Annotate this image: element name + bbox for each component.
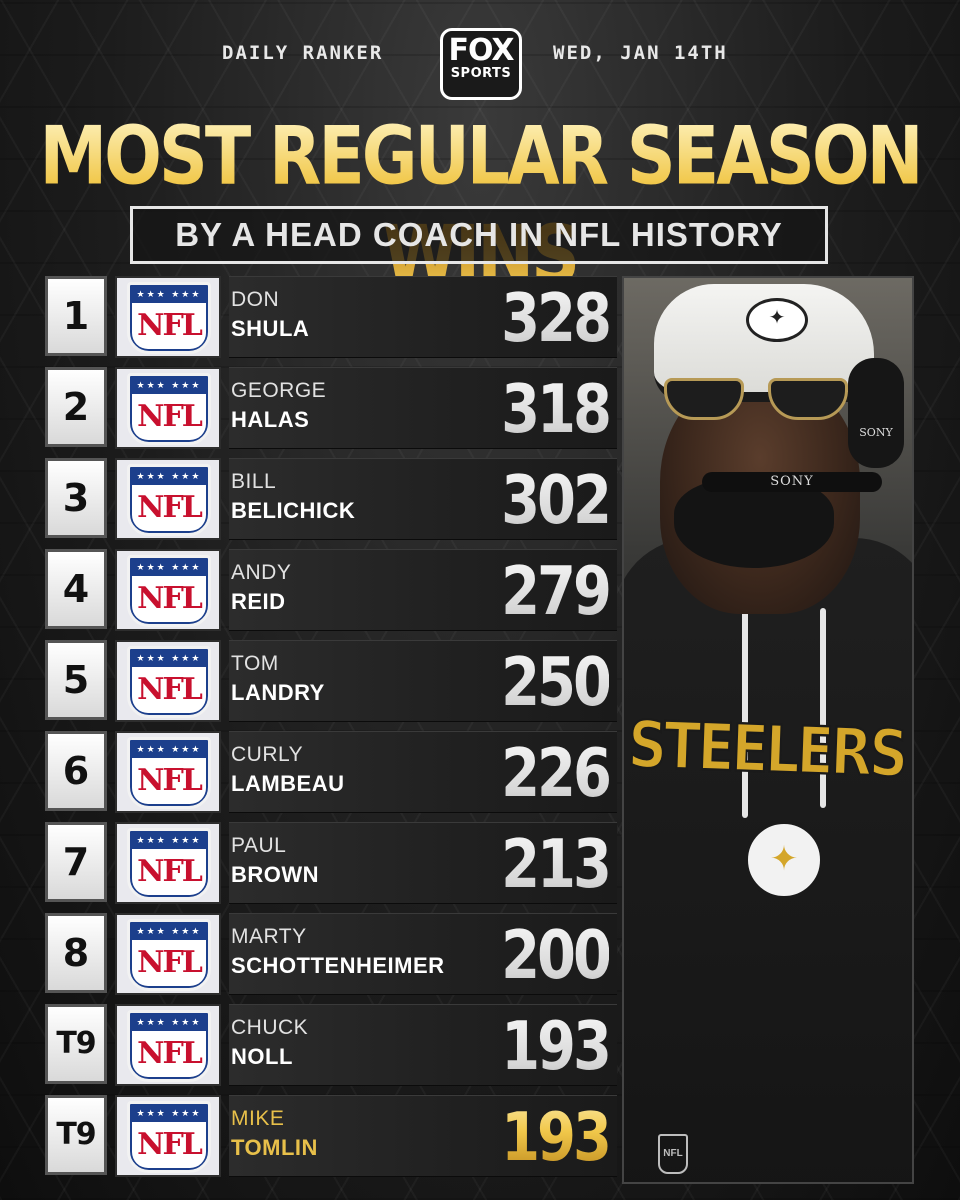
wins-count: 213 <box>501 814 612 912</box>
name-bar <box>229 458 617 540</box>
name-bar <box>229 731 617 813</box>
nfl-logo-icon: ★★★ ★★★ NFL <box>115 640 221 722</box>
coach-last-name: TOMLIN <box>231 1135 318 1160</box>
ranking-row: 2 ★★★ ★★★ NFL GEORGE HALAS 318 <box>45 367 617 449</box>
name-bar <box>229 367 617 449</box>
coach-last-name: BELICHICK <box>231 498 356 523</box>
coach-last-name: LAMBEAU <box>231 771 345 796</box>
coach-beard <box>674 478 834 568</box>
coach-first-name: ANDY <box>231 561 292 584</box>
header: DAILY RANKER FOX SPORTS WED, JAN 14TH <box>0 28 960 108</box>
sunglasses <box>664 378 854 422</box>
coach-last-name: SCHOTTENHEIMER <box>231 953 445 978</box>
hoodie-string-right <box>820 608 826 808</box>
wins-count: 226 <box>501 723 612 821</box>
nfl-logo-text: NFL <box>132 576 206 622</box>
ranking-row: T9 ★★★ ★★★ NFL MIKE TOMLIN 193 <box>45 1095 617 1177</box>
name-bar <box>229 549 617 631</box>
ranking-row: 1 ★★★ ★★★ NFL DON SHULA 328 <box>45 276 617 358</box>
ranking-row: 8 ★★★ ★★★ NFL MARTY SCHOTTENHEIMER 200 <box>45 913 617 995</box>
nfl-logo-icon: ★★★ ★★★ NFL <box>115 549 221 631</box>
ranking-row: 4 ★★★ ★★★ NFL ANDY REID 279 <box>45 549 617 631</box>
subtitle: BY A HEAD COACH IN NFL HISTORY <box>130 206 828 264</box>
coach-first-name: MARTY <box>231 925 307 948</box>
rank-badge: 8 <box>45 913 107 993</box>
fox-sports-logo: FOX SPORTS <box>440 28 522 100</box>
coach-last-name: SHULA <box>231 316 310 341</box>
nfl-logo-icon: ★★★ ★★★ NFL <box>115 1004 221 1086</box>
hoodie-string-left <box>742 608 748 818</box>
wins-count: 193 <box>501 1087 612 1185</box>
fox-logo-bottom: SPORTS <box>450 66 512 81</box>
wins-count: 302 <box>501 450 612 548</box>
rank-badge: 7 <box>45 822 107 902</box>
headset-mic: SONY <box>702 472 882 492</box>
nfl-logo-text: NFL <box>132 394 206 440</box>
nfl-logo-text: NFL <box>132 667 206 713</box>
coach-first-name: PAUL <box>231 834 287 857</box>
wins-count: 250 <box>501 632 612 730</box>
coach-last-name: BROWN <box>231 862 320 887</box>
coach-first-name: CHUCK <box>231 1016 309 1039</box>
coach-last-name: LANDRY <box>231 680 325 705</box>
shirt-text: STEELERS <box>626 705 908 792</box>
coach-first-name: BILL <box>231 470 277 493</box>
nfl-logo-text: NFL <box>132 303 206 349</box>
nfl-logo-icon: ★★★ ★★★ NFL <box>115 913 221 995</box>
rank-badge: T9 <box>45 1004 107 1084</box>
coach-first-name: MIKE <box>231 1107 285 1130</box>
wins-count: 328 <box>501 268 612 366</box>
ranking-row: 7 ★★★ ★★★ NFL PAUL BROWN 213 <box>45 822 617 904</box>
nfl-logo-icon: ★★★ ★★★ NFL <box>115 822 221 904</box>
ranking-row: 5 ★★★ ★★★ NFL TOM LANDRY 250 <box>45 640 617 722</box>
daily-ranker-label: DAILY RANKER <box>222 42 384 64</box>
nfl-mini-logo: NFL <box>658 1134 688 1174</box>
nfl-logo-icon: ★★★ ★★★ NFL <box>115 276 221 358</box>
name-bar <box>229 276 617 358</box>
nfl-logo-text: NFL <box>132 758 206 804</box>
coach-first-name: TOM <box>231 652 279 675</box>
rank-badge: 4 <box>45 549 107 629</box>
nfl-logo-text: NFL <box>132 849 206 895</box>
wins-count: 279 <box>501 541 612 639</box>
rank-badge: 2 <box>45 367 107 447</box>
steelers-logo-icon: ✦ <box>744 820 824 900</box>
name-bar <box>229 1095 617 1177</box>
name-bar <box>229 1004 617 1086</box>
cap-logo-icon: ✦ <box>746 298 808 342</box>
rank-badge: 3 <box>45 458 107 538</box>
rank-badge: 5 <box>45 640 107 720</box>
coach-last-name: HALAS <box>231 407 310 432</box>
nfl-logo-icon: ★★★ ★★★ NFL <box>115 1095 221 1177</box>
headset-earpiece: SONY <box>848 358 904 468</box>
rank-badge: 1 <box>45 276 107 356</box>
coach-first-name: DON <box>231 288 280 311</box>
name-bar <box>229 822 617 904</box>
nfl-logo-text: NFL <box>132 1122 206 1168</box>
coach-first-name: CURLY <box>231 743 304 766</box>
rank-badge: T9 <box>45 1095 107 1175</box>
date-label: WED, JAN 14TH <box>553 42 728 64</box>
wins-count: 318 <box>501 359 612 457</box>
name-bar <box>229 640 617 722</box>
wins-count: 193 <box>501 996 612 1094</box>
rank-badge: 6 <box>45 731 107 811</box>
nfl-logo-text: NFL <box>132 1031 206 1077</box>
ranking-row: 6 ★★★ ★★★ NFL CURLY LAMBEAU 226 <box>45 731 617 813</box>
coach-photo: ✦ SONY SONY STEELERS ✦ NFL <box>622 276 914 1184</box>
nfl-logo-text: NFL <box>132 485 206 531</box>
fox-logo-top: FOX <box>448 33 514 68</box>
coach-last-name: REID <box>231 589 286 614</box>
coach-last-name: NOLL <box>231 1044 293 1069</box>
coach-first-name: GEORGE <box>231 379 327 402</box>
nfl-logo-icon: ★★★ ★★★ NFL <box>115 731 221 813</box>
ranking-row: 3 ★★★ ★★★ NFL BILL BELICHICK 302 <box>45 458 617 540</box>
wins-count: 200 <box>501 905 612 1003</box>
name-bar <box>229 913 617 995</box>
nfl-logo-text: NFL <box>132 940 206 986</box>
nfl-logo-icon: ★★★ ★★★ NFL <box>115 367 221 449</box>
nfl-logo-icon: ★★★ ★★★ NFL <box>115 458 221 540</box>
ranking-row: T9 ★★★ ★★★ NFL CHUCK NOLL 193 <box>45 1004 617 1086</box>
